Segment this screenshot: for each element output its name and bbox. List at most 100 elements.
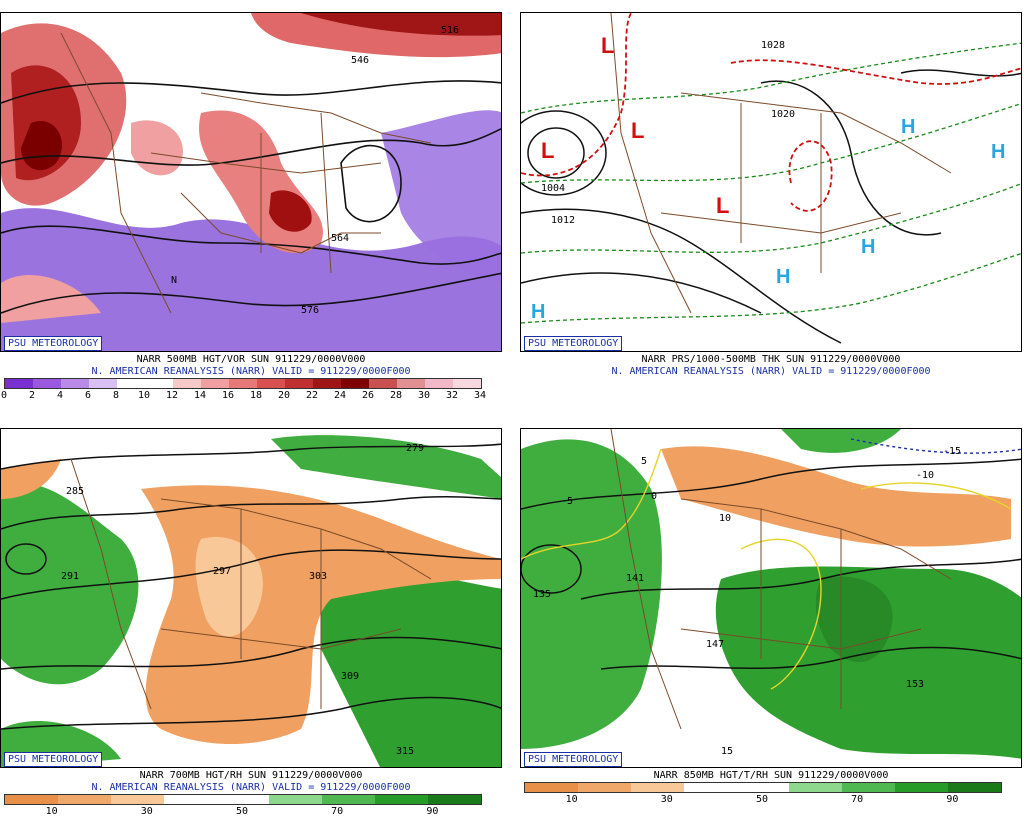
colorbar-swatch — [842, 783, 896, 792]
psu-meteorology-badge: PSU METEOROLOGY — [524, 752, 623, 767]
colorbar-tick-label: 32 — [445, 390, 459, 401]
isobar-label: 1012 — [551, 215, 575, 226]
colorbar-tick-label: 26 — [361, 390, 375, 401]
colorbar-swatch — [33, 379, 61, 388]
colorbar-tick-label: 50 — [235, 806, 249, 817]
panel-subtitle: N. AMERICAN REANALYSIS (NARR) VALID = 91… — [611, 366, 931, 377]
colorbar-tick-label: 30 — [140, 806, 153, 817]
colorbar-swatch — [57, 795, 111, 804]
colorbar-tick-label: 16 — [221, 390, 235, 401]
colorbar — [4, 794, 482, 805]
contour-label: 147 — [706, 639, 724, 650]
high-pressure-label: H — [991, 141, 1005, 163]
temp-label: 5 — [641, 456, 647, 467]
panel-title: NARR PRS/1000-500MB THK SUN 911229/0000V… — [641, 354, 901, 365]
colorbar-swatch — [369, 379, 397, 388]
contour-label: 297 — [213, 566, 231, 577]
contour-label: 315 — [396, 746, 414, 757]
colorbar-swatch — [117, 379, 145, 388]
panel-pressure-thickness: L L L L H H H H H 1004 1012 1020 1028 PS… — [520, 12, 1022, 410]
contour-label: 564 — [331, 233, 349, 244]
map-frame: 285 291 297 303 309 315 279 — [0, 428, 502, 768]
contour-label: 135 — [533, 589, 551, 600]
temp-label: -10 — [916, 470, 934, 481]
temp-label: 10 — [719, 513, 731, 524]
panel-subtitle: N. AMERICAN REANALYSIS (NARR) VALID = 91… — [91, 366, 411, 377]
colorbar-ticks: 10 30 50 70 90 — [524, 794, 1000, 808]
panel-title: NARR 850MB HGT/T/RH SUN 911229/0000V000 — [653, 770, 889, 781]
colorbar-tick-label: 90 — [426, 806, 439, 817]
colorbar-tick-label: 30 — [660, 794, 673, 805]
high-pressure-label: H — [531, 301, 545, 323]
colorbar-tick-label: 2 — [28, 390, 36, 401]
colorbar-swatch — [453, 379, 481, 388]
isobar-label: 1020 — [771, 109, 795, 120]
psu-meteorology-badge: PSU METEOROLOGY — [4, 752, 103, 767]
colorbar-swatch — [577, 783, 631, 792]
colorbar-swatch — [322, 795, 376, 804]
contour-label: 516 — [441, 25, 459, 36]
colorbar-swatch — [163, 795, 217, 804]
colorbar-tick-label: 28 — [389, 390, 403, 401]
panel-subtitle: N. AMERICAN REANALYSIS (NARR) VALID = 91… — [91, 782, 411, 793]
low-pressure-label: L — [631, 118, 644, 143]
contour-label: 576 — [301, 305, 319, 316]
colorbar-tick-label: 70 — [331, 806, 344, 817]
contour-label: 279 — [406, 443, 424, 454]
colorbar-swatch — [895, 783, 949, 792]
colorbar-tick-label: 6 — [84, 390, 92, 401]
colorbar-tick-label: 8 — [112, 390, 120, 401]
contour-label: 153 — [906, 679, 924, 690]
colorbar-tick-label: 18 — [249, 390, 263, 401]
colorbar — [524, 782, 1002, 793]
colorbar-tick-label: 10 — [45, 806, 58, 817]
contour-label: 291 — [61, 571, 79, 582]
temp-label: -15 — [943, 446, 961, 457]
colorbar-tick-label: 30 — [417, 390, 431, 401]
high-pressure-label: H — [861, 236, 875, 258]
vorticity-map: 546 564 576 516 N — [1, 13, 501, 351]
colorbar-swatch — [229, 379, 257, 388]
colorbar-swatch — [397, 379, 425, 388]
colorbar-tick-label: 20 — [277, 390, 291, 401]
low-pressure-label: L — [716, 193, 729, 218]
panel-title: NARR 700MB HGT/RH SUN 911229/0000V000 — [139, 770, 363, 781]
map-frame: 546 564 576 516 N — [0, 12, 502, 352]
colorbar — [4, 378, 482, 389]
colorbar-ticks: 10 30 50 70 90 — [4, 806, 480, 820]
colorbar-swatch — [269, 795, 323, 804]
colorbar-swatch — [145, 379, 173, 388]
colorbar-tick-label: 70 — [851, 794, 864, 805]
panel-title: NARR 500MB HGT/VOR SUN 911229/0000V000 — [136, 354, 366, 365]
colorbar-swatch — [5, 795, 58, 804]
map-frame: 135 141 147 153 -5 0 5 10 15 -10 -15 — [520, 428, 1022, 768]
map-frame: L L L L H H H H H 1004 1012 1020 1028 — [520, 12, 1022, 352]
colorbar-swatch — [61, 379, 89, 388]
colorbar-swatch — [525, 783, 578, 792]
colorbar-swatch — [428, 795, 482, 804]
colorbar-swatch — [89, 379, 117, 388]
isobar-label: 1004 — [541, 183, 565, 194]
psu-meteorology-badge: PSU METEOROLOGY — [4, 336, 103, 351]
colorbar-swatch — [948, 783, 1002, 792]
colorbar-ticks: 0 2 4 6 8 10 12 14 16 18 20 22 24 26 28 30 32 34 — [0, 390, 486, 404]
rh-700mb-map: 285 291 297 303 309 315 279 — [1, 429, 501, 767]
colorbar-tick-label: 22 — [305, 390, 319, 401]
low-pressure-label: L — [601, 33, 614, 58]
contour-label: 309 — [341, 671, 359, 682]
colorbar-swatch — [789, 783, 843, 792]
contour-label: 546 — [351, 55, 369, 66]
temp-label: 15 — [721, 746, 733, 757]
colorbar-swatch — [216, 795, 270, 804]
colorbar-tick-label: 10 — [565, 794, 578, 805]
temp-label: 0 — [651, 491, 657, 502]
colorbar-swatch — [5, 379, 33, 388]
colorbar-swatch — [201, 379, 229, 388]
rh-850mb-map: 135 141 147 153 -5 0 5 10 15 -10 -15 — [521, 429, 1021, 767]
temp-label: -5 — [561, 496, 573, 507]
colorbar-swatch — [425, 379, 453, 388]
high-pressure-label: H — [776, 266, 790, 288]
psu-meteorology-badge: PSU METEOROLOGY — [524, 336, 623, 351]
colorbar-tick-label: 24 — [333, 390, 347, 401]
colorbar-tick-label: 0 — [0, 390, 8, 401]
